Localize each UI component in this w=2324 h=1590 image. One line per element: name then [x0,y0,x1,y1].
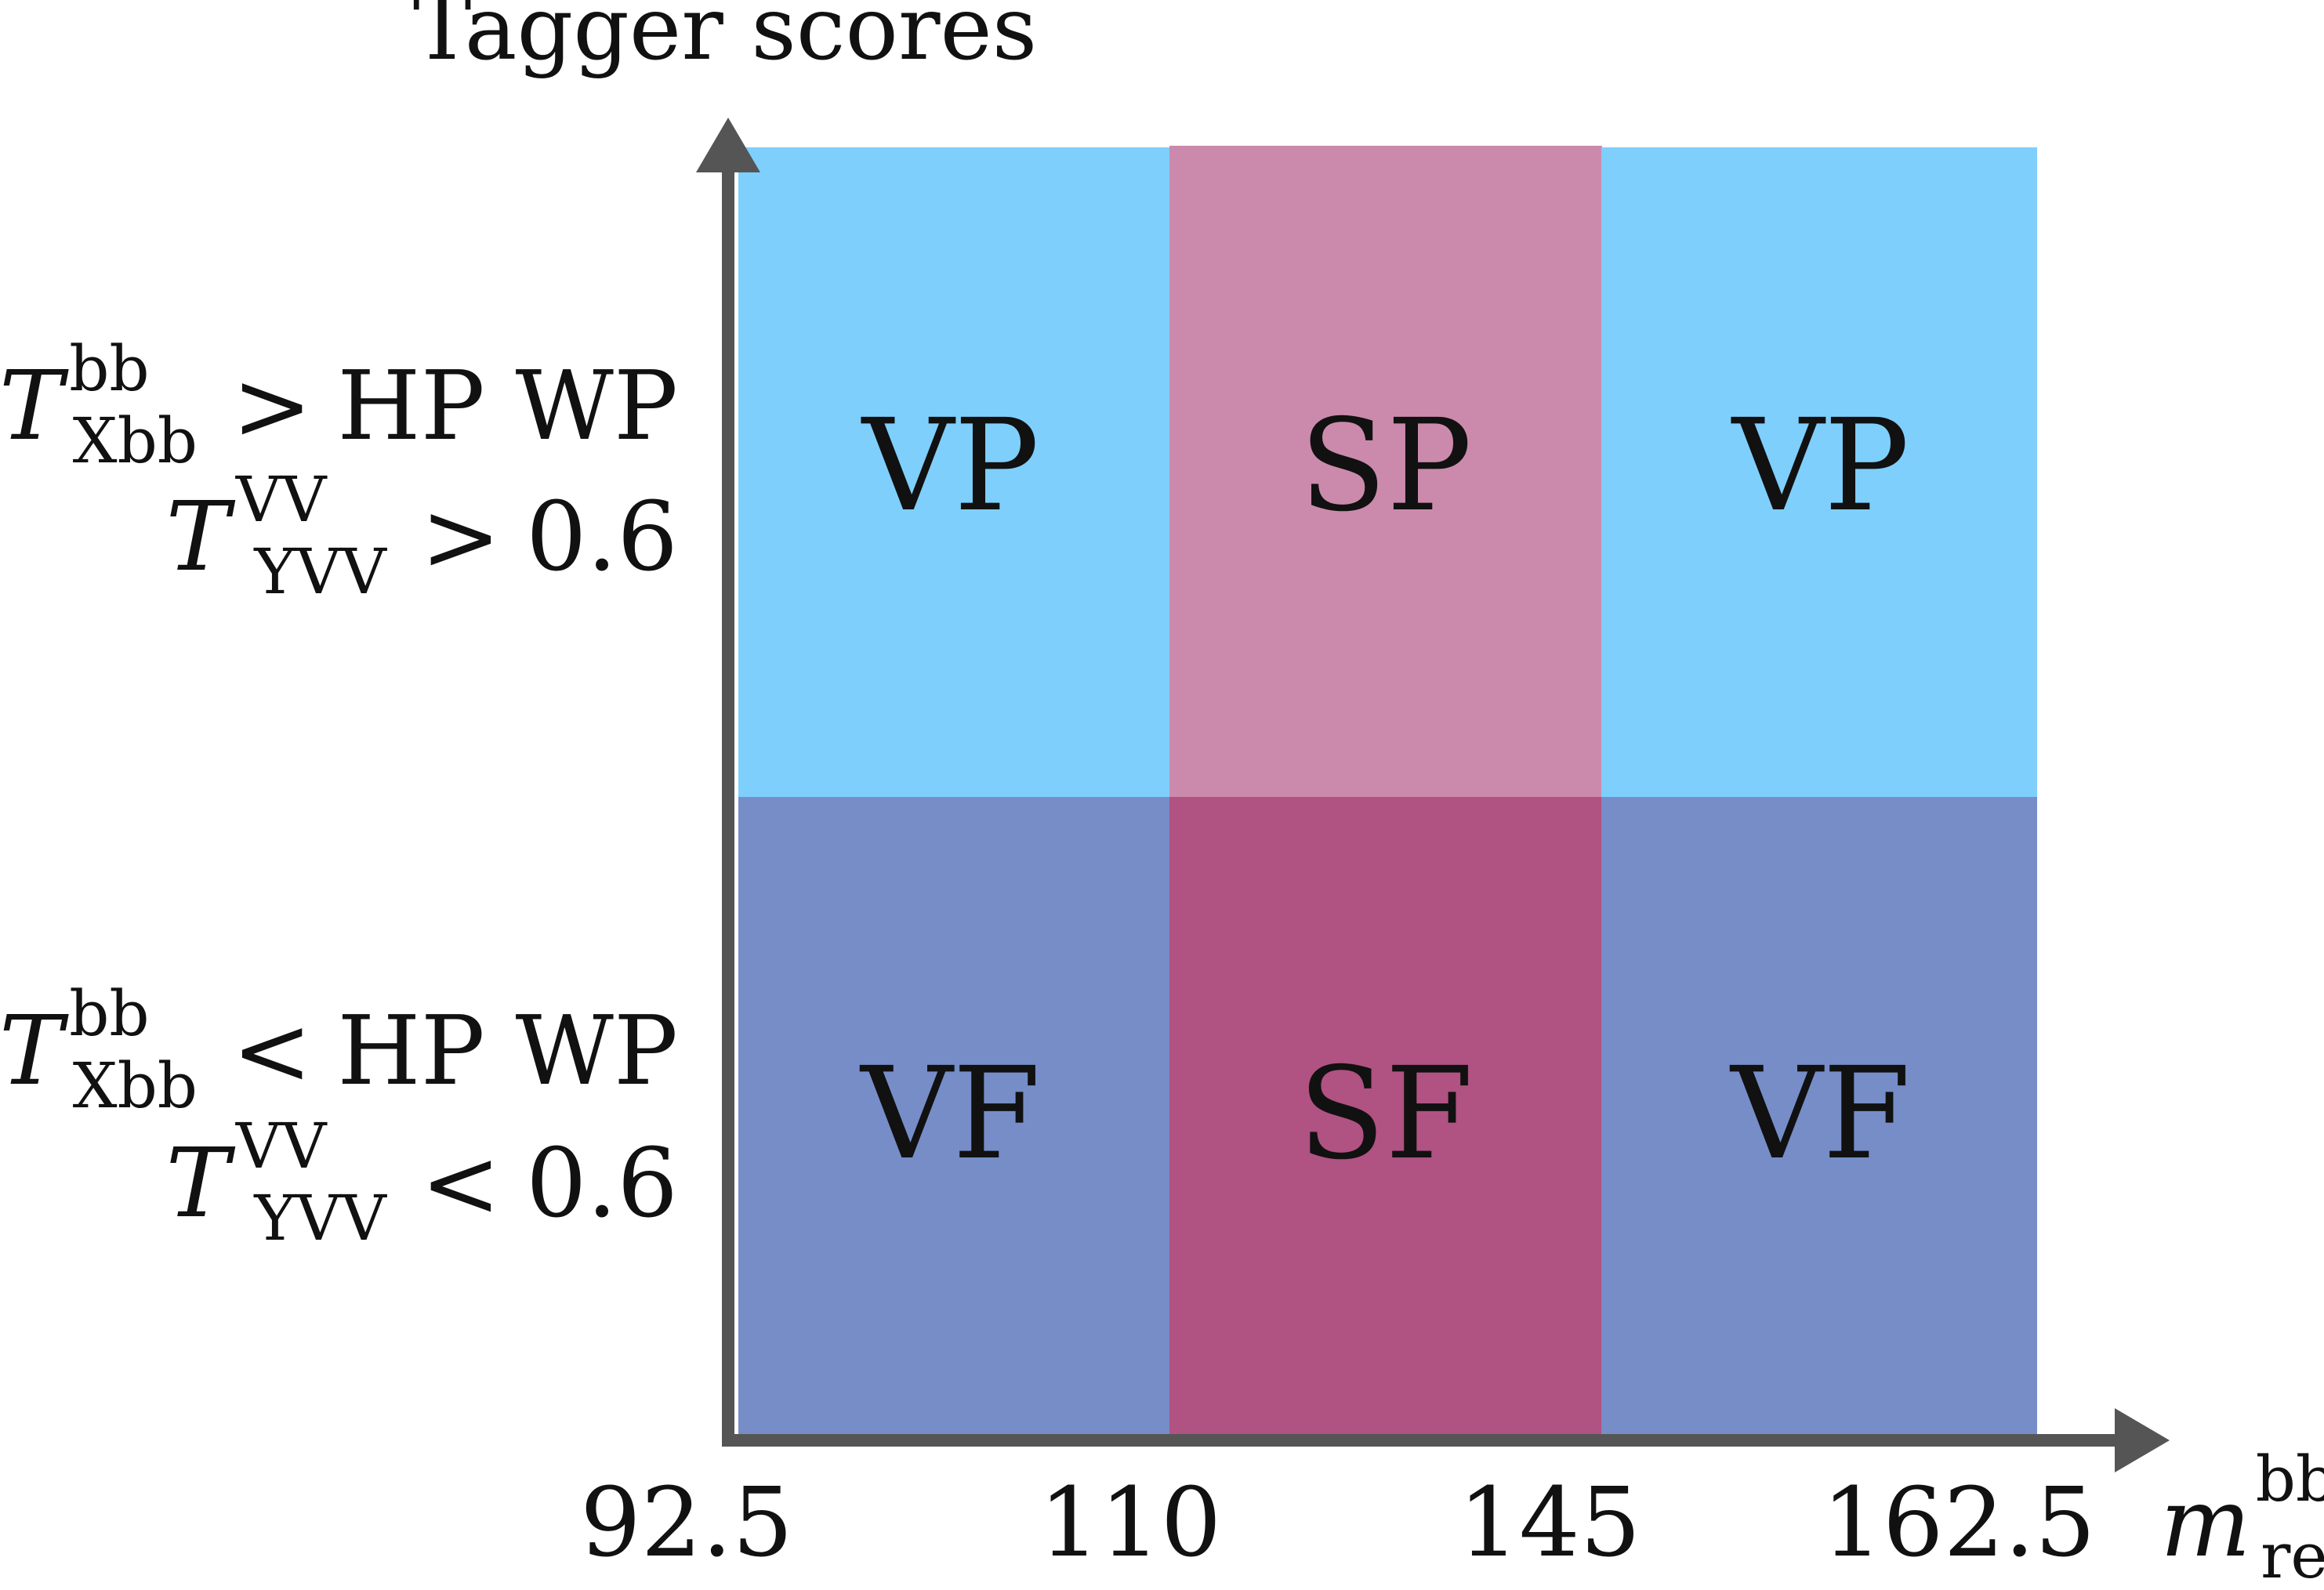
region-label-sp: SP [1300,393,1472,540]
region-cell-vp-right [1601,147,2037,798]
y-axis-title: Tagger scores [413,0,1038,80]
x-tick-label: 110 [1039,1467,1222,1578]
region-cell-vp-left [738,147,1171,798]
condition-yvv-pass: T VV YVV >0.6 [165,463,678,608]
y-axis-arrowhead [696,118,760,172]
region-cell-sp [1169,146,1602,798]
x-axis-label: mbbreg [2160,1443,2324,1590]
region-grid [738,146,2037,1436]
region-label-vp-left: VP [861,393,1039,540]
region-cell-vf-right [1601,797,2037,1436]
region-label-vf-left: VF [859,1041,1040,1188]
x-tick-label: 162.5 [1822,1467,2095,1578]
x-axis-arrowhead [2115,1408,2170,1472]
x-tick-label: 145 [1459,1467,1641,1578]
region-label-vf-right: VF [1729,1041,1910,1188]
region-cell-vf-left [738,797,1171,1436]
region-label-vp-right: VP [1731,393,1909,540]
region-cell-sf [1169,797,1602,1436]
condition-yvv-fail: T VV YVV <0.6 [165,1110,678,1255]
axes [696,118,2170,1472]
x-tick-label: 92.5 [580,1467,793,1578]
region-label-sf: SF [1298,1041,1473,1188]
